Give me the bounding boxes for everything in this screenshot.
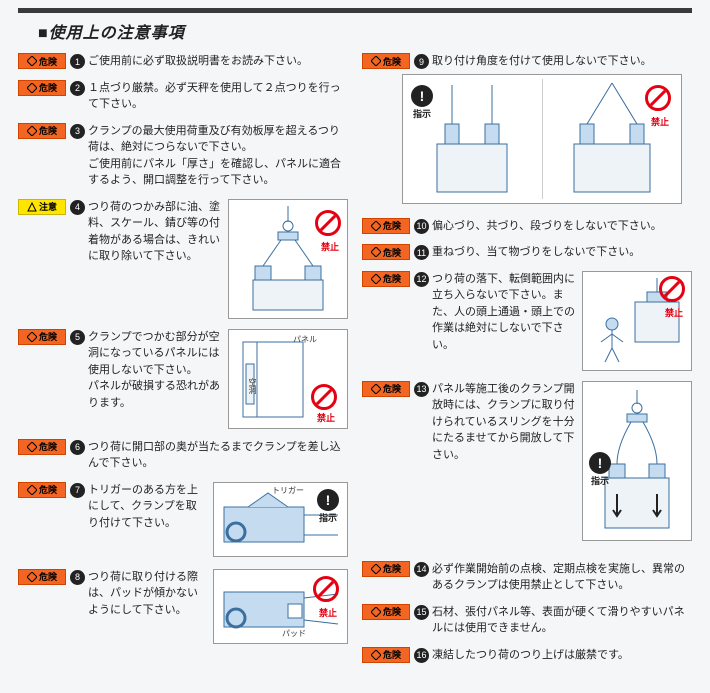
prohibit-icon bbox=[659, 276, 685, 302]
num-12: 12 bbox=[414, 272, 429, 287]
num-16: 16 bbox=[414, 648, 429, 663]
right-column: 危険 9 取り付け角度を付けて使用しないで下さい。 ! 指示 bbox=[362, 53, 692, 673]
num-8: 8 bbox=[70, 570, 85, 585]
item-5: 危険 5 クランプでつかむ部分が空洞になっているパネルには使用しないで下さい。 … bbox=[18, 329, 348, 429]
item-3: 危険 3 クランプの最大使用荷重及び有効板厚を超えるつり荷は、絶対につらないで下… bbox=[18, 123, 348, 189]
danger-tag: 危険 bbox=[18, 123, 66, 139]
danger-tag: 危険 bbox=[362, 271, 410, 287]
num-10: 10 bbox=[414, 219, 429, 234]
item-15: 危険 15 石材、張付パネル等、表面が硬くて滑りやすいパネルには使用できません。 bbox=[362, 604, 692, 637]
num-9: 9 bbox=[414, 54, 429, 69]
text-6: つり荷に開口部の奥が当たるまでクランプを差し込んで下さい。 bbox=[88, 439, 348, 472]
danger-tag: 危険 bbox=[362, 604, 410, 620]
num-6: 6 bbox=[70, 440, 85, 455]
danger-tag: 危険 bbox=[362, 53, 410, 69]
num-11: 11 bbox=[414, 245, 429, 260]
danger-tag: 危険 bbox=[362, 381, 410, 397]
item-8: 危険 8 つり荷に取り付ける際は、パッドが傾かないようにして下さい。 パッド bbox=[18, 569, 348, 644]
prohibit-icon bbox=[315, 210, 341, 236]
danger-tag: 危険 bbox=[18, 53, 66, 69]
figure-7: トリガー ! 指示 bbox=[213, 482, 348, 557]
prohibit-label: 禁止 bbox=[665, 306, 683, 319]
item-12: 危険 12 つり荷の落下、転倒範囲内に立ち入らないで下さい。また、人の頭上通過・… bbox=[362, 271, 692, 371]
text-11: 重ねづり、当て物づりをしないで下さい。 bbox=[432, 244, 692, 261]
instruct-label: 指示 bbox=[411, 107, 433, 120]
top-bar bbox=[18, 8, 692, 13]
text-10: 偏心づり、共づり、段づりをしないで下さい。 bbox=[432, 218, 692, 235]
item-16: 危険 16 凍結したつり荷のつり上げは厳禁です。 bbox=[362, 647, 692, 664]
danger-tag: 危険 bbox=[362, 647, 410, 663]
prohibit-icon bbox=[313, 576, 339, 602]
trigger-label: トリガー bbox=[272, 485, 304, 496]
hollow-label: 空洞 bbox=[247, 378, 258, 394]
item-2: 危険 2 １点づり厳禁。必ず天秤を使用して２点つりを行って下さい。 bbox=[18, 80, 348, 113]
figure-13: ! 指示 bbox=[582, 381, 692, 541]
text-12: つり荷の落下、転倒範囲内に立ち入らないで下さい。また、人の頭上通過・頭上での作業… bbox=[432, 271, 576, 354]
page-title: ■使用上の注意事項 bbox=[38, 19, 692, 43]
num-7: 7 bbox=[70, 483, 85, 498]
num-15: 15 bbox=[414, 605, 429, 620]
text-4: つり荷のつかみ部に油、塗料、スケール、錆び等の付着物がある場合は、きれいに取り除… bbox=[88, 199, 222, 265]
danger-tag: 危険 bbox=[362, 561, 410, 577]
panel-label: パネル bbox=[293, 334, 317, 345]
danger-tag: 危険 bbox=[362, 218, 410, 234]
instruct-icon: ! bbox=[317, 489, 339, 511]
item-9: 危険 9 取り付け角度を付けて使用しないで下さい。 bbox=[362, 53, 692, 70]
num-2: 2 bbox=[70, 81, 85, 96]
item-13: 危険 13 パネル等施工後のクランプ開放時には、クランプに取り付けられているスリ… bbox=[362, 381, 692, 541]
danger-tag: 危険 bbox=[18, 569, 66, 585]
text-2: １点づり厳禁。必ず天秤を使用して２点つりを行って下さい。 bbox=[88, 80, 348, 113]
num-14: 14 bbox=[414, 562, 429, 577]
text-7: トリガーのある方を上にして、クランプを取り付けて下さい。 bbox=[88, 482, 207, 532]
figure-9: ! 指示 禁止 bbox=[402, 74, 682, 204]
figure-4: 禁止 bbox=[228, 199, 348, 319]
text-5: クランプでつかむ部分が空洞になっているパネルには使用しないで下さい。 パネルが破… bbox=[88, 329, 222, 412]
prohibit-label: 禁止 bbox=[651, 115, 669, 128]
instruct-label: 指示 bbox=[317, 511, 339, 524]
danger-tag: 危険 bbox=[362, 244, 410, 260]
text-16: 凍結したつり荷のつり上げは厳禁です。 bbox=[432, 647, 692, 664]
item-7: 危険 7 トリガーのある方を上にして、クランプを取り付けて下さい。 トリガー bbox=[18, 482, 348, 557]
figure-8: パッド 禁止 bbox=[213, 569, 348, 644]
item-14: 危険 14 必ず作業開始前の点検、定期点検を実施し、異常のあるクランプは使用禁止… bbox=[362, 561, 692, 594]
prohibit-label: 禁止 bbox=[317, 411, 335, 424]
instruct-icon: ! bbox=[411, 85, 433, 107]
num-5: 5 bbox=[70, 330, 85, 345]
text-3: クランプの最大使用荷重及び有効板厚を超えるつり荷は、絶対につらないで下さい。 ご… bbox=[88, 123, 348, 189]
figure-5: パネル 空洞 禁止 bbox=[228, 329, 348, 429]
instruct-block: ! 指示 bbox=[317, 489, 339, 524]
num-1: 1 bbox=[70, 54, 85, 69]
instruct-icon: ! bbox=[589, 452, 611, 474]
num-4: 4 bbox=[70, 200, 85, 215]
num-3: 3 bbox=[70, 124, 85, 139]
prohibit-label: 禁止 bbox=[321, 240, 339, 253]
prohibit-label: 禁止 bbox=[319, 606, 337, 619]
danger-tag: 危険 bbox=[18, 80, 66, 96]
text-14: 必ず作業開始前の点検、定期点検を実施し、異常のあるクランプは使用禁止として下さい… bbox=[432, 561, 692, 594]
text-9: 取り付け角度を付けて使用しないで下さい。 bbox=[432, 53, 692, 70]
left-column: 危険 1 ご使用前に必ず取扱説明書をお読み下さい。 危険 2 １点づり厳禁。必ず… bbox=[18, 53, 348, 673]
pad-label: パッド bbox=[282, 628, 306, 639]
text-8: つり荷に取り付ける際は、パッドが傾かないようにして下さい。 bbox=[88, 569, 207, 619]
instruct-label: 指示 bbox=[589, 474, 611, 487]
text-13: パネル等施工後のクランプ開放時には、クランプに取り付けられているスリングを十分に… bbox=[432, 381, 576, 464]
item-4: 注意 4 つり荷のつかみ部に油、塗料、スケール、錆び等の付着物がある場合は、きれ… bbox=[18, 199, 348, 319]
prohibit-icon bbox=[311, 384, 337, 410]
item-11: 危険 11 重ねづり、当て物づりをしないで下さい。 bbox=[362, 244, 692, 261]
danger-tag: 危険 bbox=[18, 439, 66, 455]
num-13: 13 bbox=[414, 382, 429, 397]
caution-tag: 注意 bbox=[18, 199, 66, 215]
item-10: 危険 10 偏心づり、共づり、段づりをしないで下さい。 bbox=[362, 218, 692, 235]
text-1: ご使用前に必ず取扱説明書をお読み下さい。 bbox=[88, 53, 348, 70]
danger-tag: 危険 bbox=[18, 482, 66, 498]
item-6: 危険 6 つり荷に開口部の奥が当たるまでクランプを差し込んで下さい。 bbox=[18, 439, 348, 472]
figure-12: 禁止 bbox=[582, 271, 692, 371]
item-1: 危険 1 ご使用前に必ず取扱説明書をお読み下さい。 bbox=[18, 53, 348, 70]
prohibit-icon bbox=[645, 85, 671, 111]
text-15: 石材、張付パネル等、表面が硬くて滑りやすいパネルには使用できません。 bbox=[432, 604, 692, 637]
danger-tag: 危険 bbox=[18, 329, 66, 345]
